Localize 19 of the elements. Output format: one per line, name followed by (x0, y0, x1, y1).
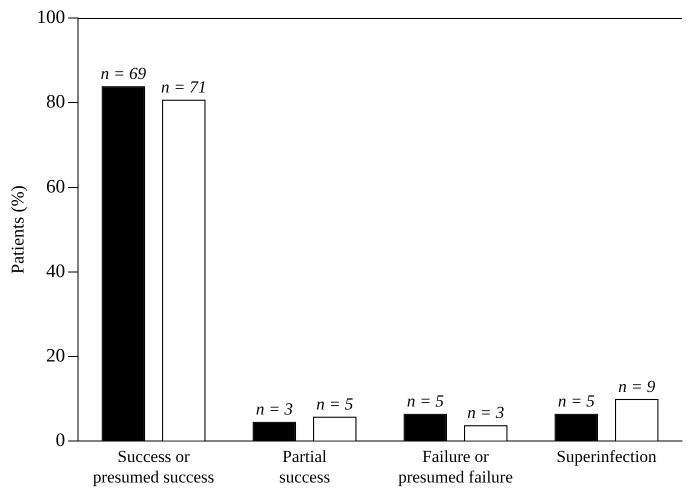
annotation: n = 5 (406, 392, 444, 411)
y-tick-label: 20 (46, 346, 66, 367)
y-tick-label: 40 (46, 260, 66, 282)
y-tick-label: 100 (36, 6, 66, 28)
annotation: n = 3 (467, 403, 504, 422)
y-axis-title: Patients (%) (8, 185, 28, 274)
y-tick-label: 0 (56, 430, 66, 452)
y-tick-label: 80 (46, 92, 66, 113)
x-tick-label: Partial success (279, 446, 330, 486)
annotation: n = 71 (161, 78, 207, 97)
y-tick-label: 60 (46, 176, 66, 198)
x-tick-label: Superinfection (556, 446, 658, 466)
x-tick-label: Success or presumed success (92, 446, 214, 486)
annotation: n = 5 (316, 394, 354, 414)
annotation: n = 69 (100, 64, 147, 84)
annotation: n = 5 (558, 392, 595, 411)
annotation: n = 9 (618, 376, 656, 396)
x-tick-label: Failure or presumed failure (398, 446, 513, 486)
annotation: n = 3 (256, 400, 293, 419)
